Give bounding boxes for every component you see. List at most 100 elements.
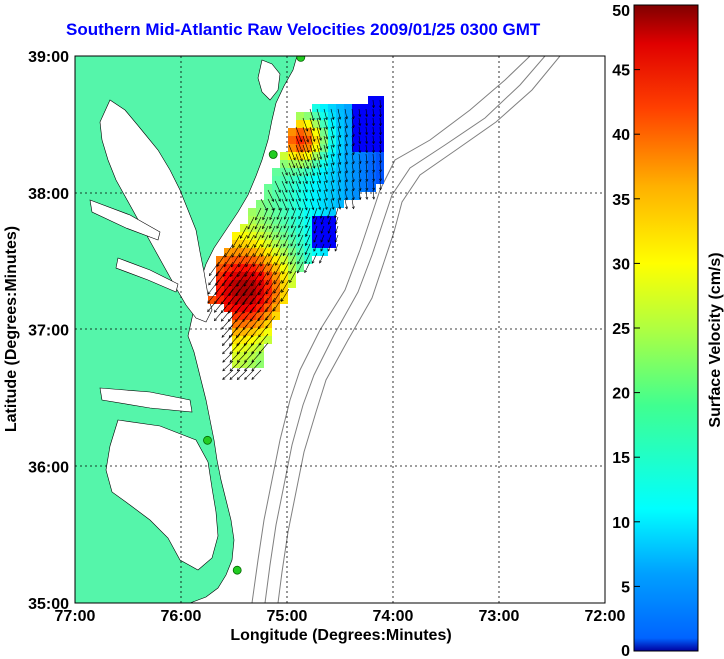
velocity-vector bbox=[328, 216, 332, 225]
colorbar-tick-label: 35 bbox=[612, 192, 630, 209]
velocity-vector bbox=[365, 162, 368, 173]
velocity-cell bbox=[344, 152, 352, 160]
velocity-vector bbox=[316, 126, 322, 141]
velocity-vector bbox=[297, 252, 304, 265]
y-axis-label: Latitude (Degrees:Minutes) bbox=[3, 226, 20, 432]
river-inlet bbox=[89, 199, 161, 241]
velocity-vector bbox=[254, 225, 262, 239]
velocity-cell bbox=[328, 208, 336, 216]
velocity-cell bbox=[248, 272, 256, 280]
velocity-cell bbox=[304, 160, 312, 168]
velocity-vector bbox=[351, 153, 354, 164]
velocity-vector bbox=[221, 324, 234, 338]
velocity-vector bbox=[379, 126, 381, 135]
velocity-cell bbox=[288, 152, 296, 160]
velocity-vector bbox=[250, 306, 262, 322]
velocity-vector bbox=[316, 117, 321, 131]
lat-tick-label: 37:00 bbox=[28, 323, 69, 340]
velocity-vector bbox=[231, 243, 241, 258]
velocity-cell bbox=[216, 264, 224, 272]
velocity-vector bbox=[302, 198, 308, 210]
velocity-cell bbox=[296, 232, 304, 240]
velocity-cell bbox=[232, 360, 240, 368]
velocity-cell bbox=[344, 160, 352, 168]
lat-tick-label: 36:00 bbox=[28, 459, 69, 476]
velocity-vector bbox=[253, 243, 262, 257]
velocity-vector bbox=[351, 189, 354, 200]
velocity-cell bbox=[264, 288, 272, 296]
velocity-vector bbox=[302, 189, 308, 201]
velocity-cell bbox=[272, 296, 280, 304]
lon-tick-labels: 77:00 76:00 75:00 74:00 73:00 72:00 bbox=[55, 608, 626, 625]
velocity-cell bbox=[272, 216, 280, 224]
velocity-vector bbox=[372, 117, 374, 126]
velocity-cell bbox=[336, 192, 344, 200]
velocity-cell bbox=[240, 296, 248, 304]
velocity-cell bbox=[280, 168, 288, 176]
velocity-vector bbox=[351, 162, 354, 173]
velocity-vector bbox=[323, 144, 328, 158]
velocity-vector bbox=[358, 117, 361, 126]
velocity-vector bbox=[372, 108, 374, 117]
velocity-vector bbox=[358, 171, 361, 182]
velocity-cell bbox=[224, 280, 232, 288]
velocity-cell bbox=[216, 288, 224, 296]
velocity-cell bbox=[304, 224, 312, 232]
velocity-vector bbox=[243, 270, 255, 287]
velocity-cell bbox=[288, 216, 296, 224]
velocity-cell bbox=[296, 168, 304, 176]
velocity-cell bbox=[288, 144, 296, 152]
velocity-cell bbox=[368, 128, 376, 136]
velocity-cell bbox=[264, 336, 272, 344]
velocity-vector bbox=[262, 207, 269, 220]
velocity-cell bbox=[304, 232, 312, 240]
velocity-cell bbox=[344, 104, 352, 112]
velocity-cell bbox=[280, 248, 288, 256]
velocity-cell bbox=[312, 208, 320, 216]
velocity-vector bbox=[313, 243, 318, 252]
velocity-vector bbox=[304, 261, 311, 273]
velocity-vector bbox=[337, 171, 341, 183]
velocity-vector bbox=[372, 171, 375, 182]
velocity-cell bbox=[272, 224, 280, 232]
velocity-vector bbox=[351, 108, 354, 119]
velocity-vector bbox=[250, 288, 262, 305]
velocity-cell bbox=[224, 264, 232, 272]
velocity-vector bbox=[274, 189, 281, 202]
velocity-cell bbox=[232, 344, 240, 352]
velocity-vector bbox=[255, 207, 262, 220]
velocity-cell bbox=[344, 144, 352, 152]
velocity-vector bbox=[276, 216, 283, 229]
velocity-cell bbox=[296, 208, 304, 216]
velocity-vector bbox=[290, 234, 297, 247]
velocity-vector bbox=[372, 189, 375, 200]
velocity-vector bbox=[305, 216, 311, 228]
velocity-vector bbox=[258, 342, 269, 354]
radar-station-marker bbox=[268, 150, 278, 159]
velocity-cell bbox=[232, 304, 240, 312]
velocity-vector bbox=[330, 162, 334, 174]
velocity-vector bbox=[268, 243, 276, 257]
velocity-cell bbox=[288, 208, 296, 216]
velocity-vector bbox=[305, 207, 311, 219]
radar-station-marker bbox=[203, 435, 212, 445]
velocity-cell bbox=[304, 184, 312, 192]
velocity-vector bbox=[379, 180, 381, 190]
velocity-cell bbox=[368, 96, 376, 104]
velocity-cell bbox=[304, 240, 312, 248]
velocity-cell bbox=[280, 176, 288, 184]
velocity-cell bbox=[272, 208, 280, 216]
velocity-vector bbox=[250, 279, 262, 296]
velocity-cell bbox=[320, 128, 328, 136]
velocity-cell bbox=[264, 232, 272, 240]
velocity-vector bbox=[334, 207, 339, 218]
velocity-vector bbox=[276, 234, 283, 247]
velocity-vector bbox=[257, 297, 269, 313]
velocity-cell bbox=[320, 192, 328, 200]
velocity-vector bbox=[214, 306, 227, 321]
velocity-vector bbox=[302, 135, 310, 153]
velocity-cell bbox=[360, 160, 368, 168]
velocity-vector bbox=[302, 162, 308, 176]
velocity-vector bbox=[216, 261, 227, 277]
velocity-cell bbox=[368, 184, 376, 192]
